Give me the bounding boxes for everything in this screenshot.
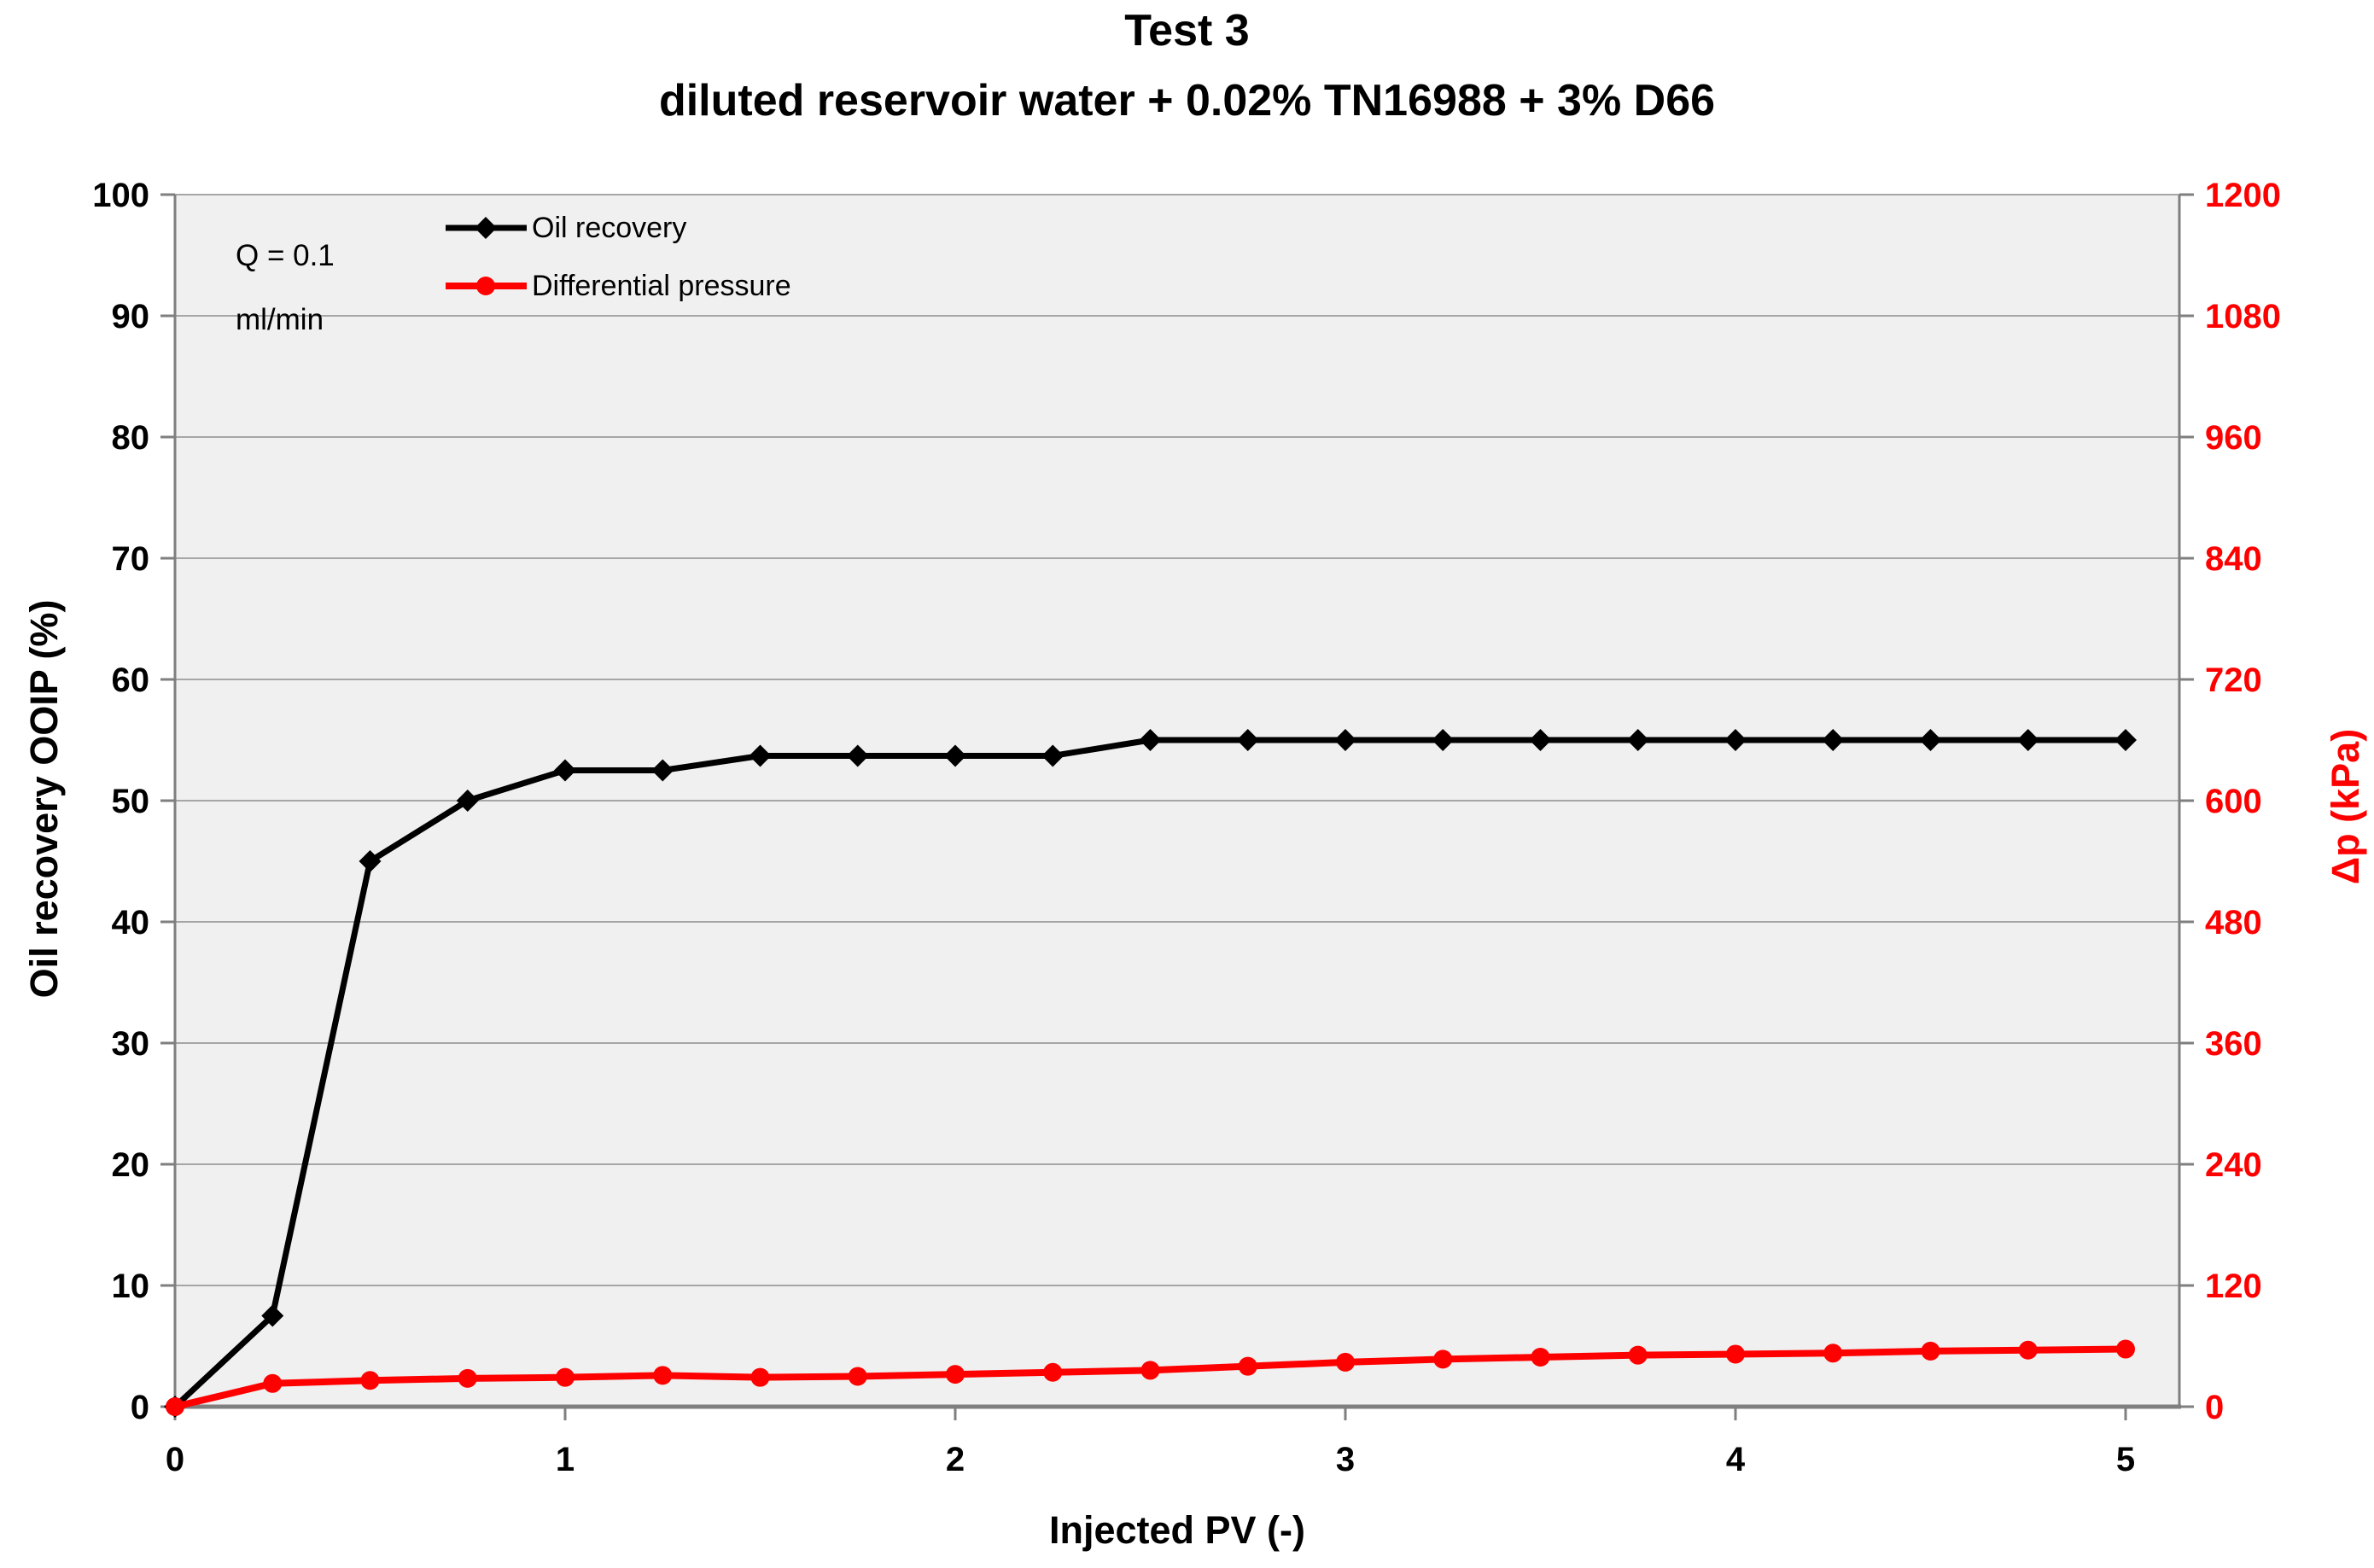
legend-item-oil-recovery: Oil recovery	[446, 212, 791, 244]
y-left-tick-label: 0	[131, 1389, 149, 1426]
series-marker-differential-pressure	[1531, 1348, 1550, 1367]
series-marker-differential-pressure	[1043, 1362, 1063, 1382]
x-tick-label: 5	[2116, 1441, 2135, 1478]
series-marker-oil-recovery	[846, 744, 869, 767]
y-right-tick-label: 0	[2205, 1389, 2224, 1426]
series-marker-oil-recovery	[651, 759, 674, 782]
series-marker-oil-recovery	[2016, 729, 2039, 751]
series-marker-oil-recovery	[1822, 729, 1845, 751]
series-marker-differential-pressure	[360, 1371, 380, 1390]
series-marker-differential-pressure	[1628, 1345, 1648, 1365]
series-marker-differential-pressure	[2116, 1339, 2135, 1359]
y-right-tick-label: 120	[2205, 1268, 2262, 1305]
y-right-tick-label: 240	[2205, 1146, 2262, 1184]
x-tick-label: 0	[166, 1441, 184, 1478]
series-marker-oil-recovery	[1139, 729, 1162, 751]
series-marker-differential-pressure	[263, 1373, 283, 1393]
series-marker-oil-recovery	[554, 759, 576, 782]
flow-rate-line1: Q = 0.1	[236, 239, 335, 272]
series-marker-differential-pressure	[1823, 1344, 1843, 1363]
series-marker-differential-pressure	[2018, 1340, 2038, 1360]
series-marker-differential-pressure	[556, 1367, 575, 1387]
legend-label-differential-pressure: Differential pressure	[532, 269, 791, 302]
x-tick-label: 4	[1726, 1441, 1746, 1478]
y-right-tick-label: 360	[2205, 1025, 2262, 1063]
y-left-tick-label: 70	[112, 540, 150, 578]
series-marker-oil-recovery	[1724, 729, 1747, 751]
y-right-tick-label: 600	[2205, 783, 2262, 820]
y-left-tick-label: 10	[112, 1268, 150, 1305]
series-marker-differential-pressure	[166, 1397, 184, 1416]
series-marker-differential-pressure	[1140, 1361, 1160, 1380]
y-left-tick-label: 30	[112, 1025, 150, 1063]
flow-rate-line2: ml/min	[236, 303, 324, 336]
series-marker-differential-pressure	[750, 1367, 770, 1387]
x-tick-label: 3	[1336, 1441, 1355, 1478]
legend-swatch-differential-pressure	[446, 277, 527, 295]
y-left-tick-label: 90	[112, 298, 150, 335]
series-marker-oil-recovery	[1919, 729, 1942, 751]
y-left-tick-label: 100	[92, 177, 149, 214]
y-left-tick-label: 80	[112, 419, 150, 457]
series-marker-differential-pressure	[653, 1366, 673, 1385]
series-marker-differential-pressure	[458, 1368, 477, 1388]
series-marker-differential-pressure	[1726, 1344, 1745, 1364]
series-marker-oil-recovery	[1432, 729, 1455, 751]
series-marker-differential-pressure	[1238, 1356, 1257, 1376]
legend-circle-marker-icon	[476, 277, 495, 295]
series-marker-oil-recovery	[749, 744, 772, 767]
left-axis-title: Oil recovery OOIP (%)	[22, 599, 66, 999]
series-marker-oil-recovery	[261, 1304, 284, 1327]
flow-rate-annotation: Q = 0.1 ml/min	[236, 224, 335, 352]
legend: Oil recovery Differential pressure	[446, 212, 791, 302]
series-marker-differential-pressure	[946, 1365, 965, 1384]
series-marker-oil-recovery	[1236, 729, 1259, 751]
y-left-tick-label: 40	[112, 904, 150, 941]
series-marker-oil-recovery	[944, 744, 966, 767]
series-marker-oil-recovery	[456, 790, 479, 812]
y-right-tick-label: 840	[2205, 540, 2262, 578]
series-marker-differential-pressure	[1433, 1349, 1453, 1369]
chart-subtitle: diluted reservoir water + 0.02% TN16988 …	[658, 76, 1716, 125]
y-right-tick-label: 720	[2205, 662, 2262, 699]
y-right-tick-label: 1200	[2205, 177, 2281, 214]
x-tick-label: 2	[946, 1441, 965, 1478]
series-marker-differential-pressure	[1921, 1341, 1940, 1361]
legend-swatch-oil-recovery	[446, 217, 527, 239]
chart-title: Test 3	[1124, 6, 1250, 55]
series-marker-oil-recovery	[359, 850, 382, 872]
series-marker-oil-recovery	[2114, 729, 2137, 751]
y-right-tick-label: 960	[2205, 419, 2262, 457]
y-left-tick-label: 20	[112, 1146, 150, 1184]
y-left-tick-label: 50	[112, 783, 150, 820]
series-marker-oil-recovery	[1041, 744, 1065, 767]
x-axis-title: Injected PV (-)	[1048, 1508, 1306, 1552]
series-marker-differential-pressure	[1336, 1352, 1355, 1372]
y-left-tick-label: 60	[112, 662, 150, 699]
series-marker-oil-recovery	[1626, 729, 1649, 751]
legend-label-oil-recovery: Oil recovery	[532, 211, 687, 244]
y-right-tick-label: 480	[2205, 904, 2262, 941]
series-marker-oil-recovery	[1529, 729, 1552, 751]
legend-item-differential-pressure: Differential pressure	[446, 270, 791, 302]
legend-diamond-marker-icon	[475, 217, 497, 239]
series-marker-oil-recovery	[1334, 729, 1356, 751]
right-axis-title: Δp (kPa)	[2324, 728, 2367, 885]
y-right-tick-label: 1080	[2205, 298, 2281, 335]
x-tick-label: 1	[556, 1441, 575, 1478]
series-marker-differential-pressure	[848, 1367, 867, 1386]
